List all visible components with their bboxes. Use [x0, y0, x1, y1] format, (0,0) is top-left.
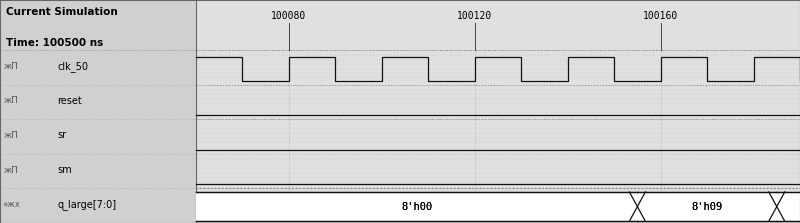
Bar: [0, 0, 196, 223]
Text: 8'h09: 8'h09: [691, 202, 722, 212]
Text: жΠ: жΠ: [4, 62, 19, 71]
Text: Time: 100500 ns: Time: 100500 ns: [6, 38, 104, 48]
Text: жΠ: жΠ: [4, 131, 19, 140]
Text: ⋄жх: ⋄жх: [2, 200, 20, 209]
Text: clk_50: clk_50: [58, 61, 89, 72]
Text: reset: reset: [58, 96, 82, 106]
Text: жΠ: жΠ: [4, 96, 19, 105]
Bar: [196, 192, 638, 221]
Bar: [638, 192, 777, 221]
Text: sm: sm: [58, 165, 72, 175]
Text: sr: sr: [58, 130, 66, 140]
Text: жΠ: жΠ: [4, 165, 19, 175]
Text: 100080: 100080: [271, 11, 306, 21]
Text: 8'h00: 8'h00: [401, 202, 432, 212]
Bar: [196, 0, 800, 223]
Text: 8'h09: 8'h09: [691, 202, 722, 212]
Text: 8'h00: 8'h00: [401, 202, 432, 212]
Text: q_large[7:0]: q_large[7:0]: [58, 199, 117, 210]
Text: 100120: 100120: [457, 11, 492, 21]
Text: 100160: 100160: [643, 11, 678, 21]
Text: Current Simulation: Current Simulation: [6, 7, 118, 17]
Bar: [777, 192, 800, 221]
